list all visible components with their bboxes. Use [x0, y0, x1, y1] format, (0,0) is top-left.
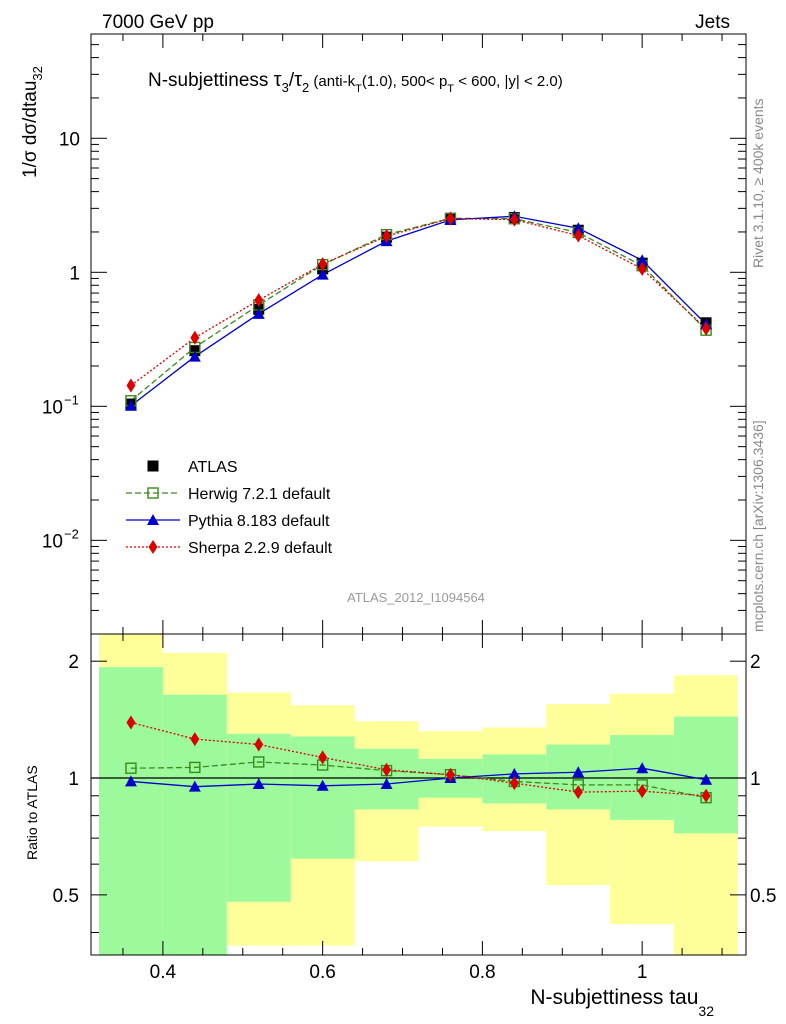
y-tick-label-ratio: 1 — [68, 769, 79, 790]
x-axis-label: N-subjettiness tau32 — [530, 986, 714, 1019]
sherpa-marker — [190, 330, 200, 345]
pythia-marker — [380, 778, 393, 790]
herwig-line — [130, 217, 707, 402]
sherpa-ratio-line — [130, 721, 707, 797]
pythia-marker — [700, 773, 713, 785]
title-tau2: τ — [294, 69, 302, 91]
sherpa-marker — [573, 228, 583, 243]
pythia-marker — [147, 514, 159, 525]
title-sub3: 3 — [282, 80, 289, 95]
sherpa-marker — [637, 784, 647, 799]
y-tick-label-main-exp: −1 — [64, 392, 79, 407]
pythia-marker — [636, 254, 649, 266]
sherpa-line — [130, 217, 707, 387]
sherpa-marker — [701, 321, 711, 336]
x-tick-label: 0.8 — [469, 962, 495, 983]
sherpa-marker — [318, 750, 328, 765]
sherpa-marker — [254, 293, 264, 308]
sherpa-marker — [445, 211, 455, 226]
pythia-line — [130, 215, 707, 407]
ratio-series — [124, 715, 713, 804]
sherpa-marker — [509, 212, 519, 227]
band-inner-bin — [98, 667, 163, 955]
pythia-marker — [636, 762, 649, 774]
y-axis-label-main: 1/σ dσ/dtau32 — [20, 66, 45, 178]
herwig-marker — [189, 761, 201, 774]
ratio-bands — [98, 634, 739, 955]
pythia-marker — [188, 350, 201, 362]
herwig-marker — [125, 762, 137, 774]
legend-label-herwig: Herwig 7.2.1 default — [188, 486, 331, 503]
header-left: 7000 GeV pp — [102, 12, 214, 33]
plot-title: N-subjettiness τ3/τ2 (anti-kT(1.0), 500<… — [148, 69, 563, 95]
ratio-frame — [90, 633, 747, 956]
header-right: Jets — [695, 12, 730, 33]
sherpa-marker — [148, 540, 158, 554]
title-sub2: 2 — [302, 80, 309, 95]
title-cuts-b: (1.0), 500< p — [362, 73, 447, 90]
y-tick-label-ratio-right: 0.5 — [750, 886, 776, 907]
x-tick-label: 0.6 — [309, 962, 335, 983]
pythia-marker — [188, 780, 201, 792]
y-tick-label-ratio: 0.5 — [53, 886, 79, 907]
sherpa-marker — [445, 767, 455, 782]
y-tick-label-ratio: 2 — [68, 652, 79, 673]
y-tick-label-ratio-right: 1 — [750, 769, 761, 790]
y-tick-label-main: 1 — [69, 263, 80, 284]
sherpa-marker — [573, 785, 583, 800]
y-axis-label-ratio: Ratio to ATLAS — [24, 765, 40, 860]
pythia-marker — [572, 222, 585, 234]
sherpa-marker — [382, 762, 392, 777]
sherpa-marker — [509, 776, 519, 791]
side-label-top: Rivet 3.1.10, ≥ 400k events — [750, 98, 766, 268]
atlas-marker — [147, 460, 159, 472]
legend-label-sherpa: Sherpa 2.2.9 default — [188, 540, 333, 557]
y-tick-label-ratio-right: 2 — [750, 652, 761, 673]
legend-label-atlas: ATLAS — [188, 459, 238, 476]
y-tick-label-main: 10 — [42, 397, 63, 418]
pythia-marker — [252, 778, 265, 790]
x-tick-label: 1 — [637, 962, 648, 983]
sherpa-marker — [637, 261, 647, 276]
pythia-marker — [124, 775, 137, 787]
title-slash: / — [289, 70, 295, 91]
y-tick-label-main-exp: −2 — [64, 526, 79, 541]
legend-label-pythia: Pythia 8.183 default — [188, 513, 330, 530]
pythia-marker — [572, 766, 585, 778]
sherpa-marker — [190, 732, 200, 747]
title-tau3: τ — [274, 69, 282, 91]
title-cuts-c: < 600, |y| < 2.0) — [454, 73, 563, 90]
herwig-marker — [253, 756, 265, 768]
title-cuts-a: (anti-k — [309, 73, 355, 90]
title-prefix: N-subjettiness — [148, 70, 274, 91]
pythia-marker — [316, 268, 329, 280]
y-tick-label-main: 10 — [59, 129, 80, 150]
herwig-marker — [147, 487, 159, 499]
sherpa-marker — [126, 715, 136, 730]
title-cuts-T2: T — [447, 83, 454, 95]
y-tick-label-main: 10 — [42, 531, 63, 552]
main-series — [124, 210, 713, 411]
sherpa-marker — [318, 257, 328, 272]
sherpa-marker — [254, 737, 264, 752]
title-cuts-T1: T — [355, 83, 362, 95]
pythia-ratio-line — [130, 767, 707, 788]
sherpa-marker — [701, 788, 711, 803]
legend: ATLAS Herwig 7.2.1 default Pythia 8.183 de… — [126, 459, 333, 557]
pythia-marker — [124, 399, 137, 411]
pythia-marker — [252, 307, 265, 319]
pythia-marker — [316, 779, 329, 791]
side-label-bottom: mcplots.cern.ch [arXiv:1306.3436] — [750, 420, 766, 632]
sherpa-marker — [126, 378, 136, 393]
pythia-marker — [508, 767, 521, 779]
band-inner-bin — [226, 733, 291, 902]
watermark: ATLAS_2012_I1094564 — [347, 590, 485, 605]
x-tick-label: 0.4 — [150, 962, 177, 983]
sherpa-marker — [382, 229, 392, 244]
